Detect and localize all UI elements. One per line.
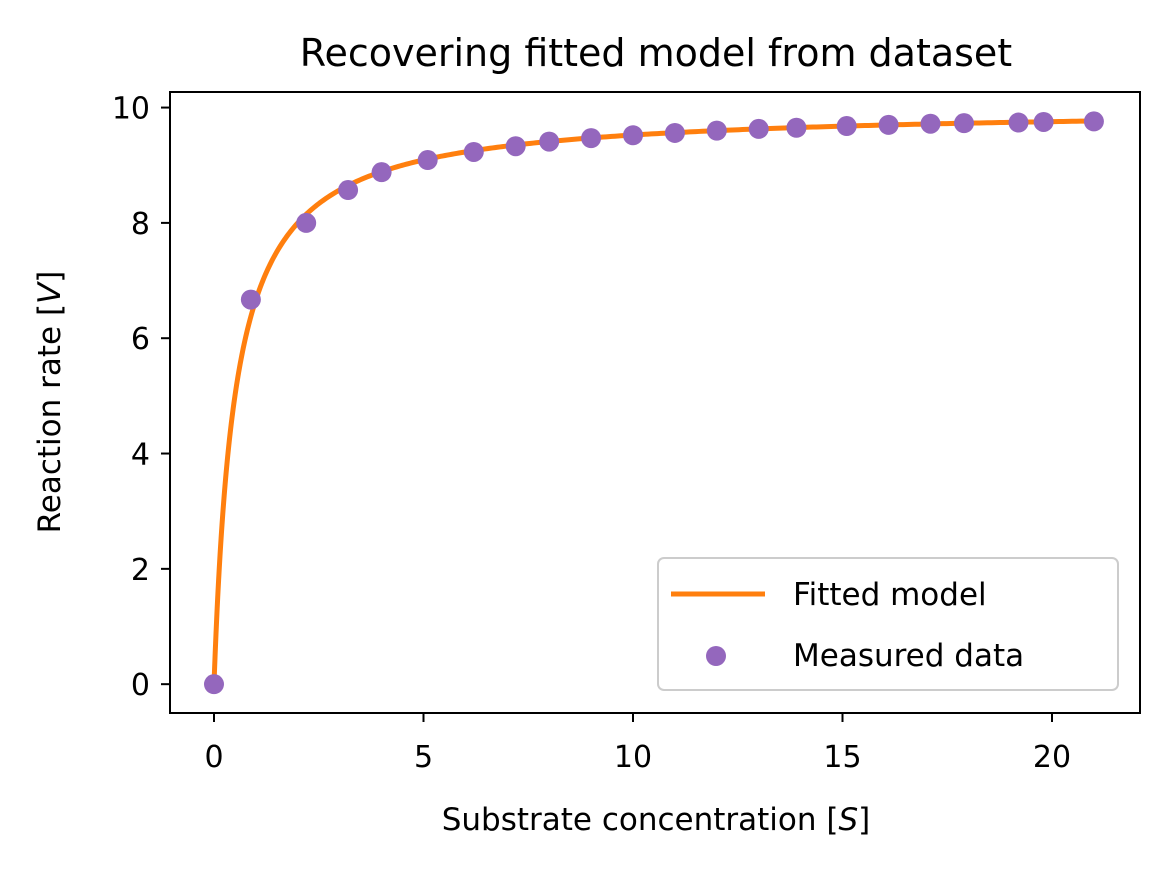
y-axis-label-var: V bbox=[32, 280, 68, 304]
axis-ticks: 0 5 10 15 20 0 2 4 6 8 10 bbox=[112, 92, 1071, 775]
measured-data-point bbox=[581, 128, 602, 149]
x-tick-label: 5 bbox=[414, 740, 433, 775]
measured-data-point bbox=[204, 674, 224, 695]
y-axis-label-suffix: ] bbox=[32, 271, 68, 283]
measured-data-point bbox=[1008, 112, 1029, 133]
legend-fitted-label: Fitted model bbox=[793, 577, 987, 613]
measured-data-point bbox=[296, 212, 317, 233]
measured-data-point bbox=[1033, 111, 1054, 132]
measured-data-point bbox=[706, 120, 727, 141]
x-axis-label: Substrate concentration [S] bbox=[442, 802, 871, 838]
measured-data-point bbox=[664, 122, 685, 143]
plot-area bbox=[204, 111, 1104, 695]
legend: Fitted model Measured data bbox=[657, 557, 1119, 691]
plot-frame bbox=[169, 91, 1141, 714]
measured-data-point bbox=[417, 150, 438, 171]
legend-measured-marker-icon bbox=[706, 646, 726, 666]
measured-data-point bbox=[954, 113, 975, 134]
y-tick-label: 0 bbox=[131, 668, 150, 703]
measured-data-point bbox=[463, 141, 484, 162]
measured-data-point bbox=[1083, 111, 1104, 132]
y-axis-label-prefix: Reaction rate [ bbox=[32, 304, 68, 533]
y-tick-label: 10 bbox=[112, 92, 150, 127]
measured-data-point bbox=[786, 117, 807, 138]
x-axis-label-prefix: Substrate concentration [ bbox=[442, 802, 839, 838]
measured-data-point bbox=[836, 116, 857, 137]
x-axis-label-suffix: ] bbox=[858, 802, 870, 838]
y-tick-label: 6 bbox=[131, 322, 150, 357]
measured-data-point bbox=[539, 131, 560, 152]
x-axis-label-var: S bbox=[838, 802, 858, 838]
x-tick-label: 10 bbox=[614, 740, 652, 775]
y-tick-label: 4 bbox=[131, 438, 150, 473]
x-tick-label: 0 bbox=[204, 740, 223, 775]
legend-box bbox=[657, 557, 1119, 691]
x-tick-label: 15 bbox=[823, 740, 861, 775]
measured-data-point bbox=[240, 289, 261, 310]
chart-title: Recovering fitted model from dataset bbox=[300, 31, 1012, 75]
y-axis-label: Reaction rate [V] bbox=[32, 271, 68, 534]
measured-data-point bbox=[748, 118, 769, 139]
y-tick-label: 8 bbox=[131, 207, 150, 242]
measured-data-point bbox=[878, 114, 899, 135]
measured-data-point bbox=[338, 180, 359, 201]
legend-measured-label: Measured data bbox=[793, 638, 1024, 674]
measured-data-point bbox=[623, 125, 643, 146]
measured-data-point bbox=[920, 113, 941, 134]
y-tick-label: 2 bbox=[131, 553, 150, 588]
measured-data-point bbox=[371, 162, 392, 183]
measured-data-point bbox=[505, 136, 526, 157]
x-tick-label: 20 bbox=[1033, 740, 1071, 775]
